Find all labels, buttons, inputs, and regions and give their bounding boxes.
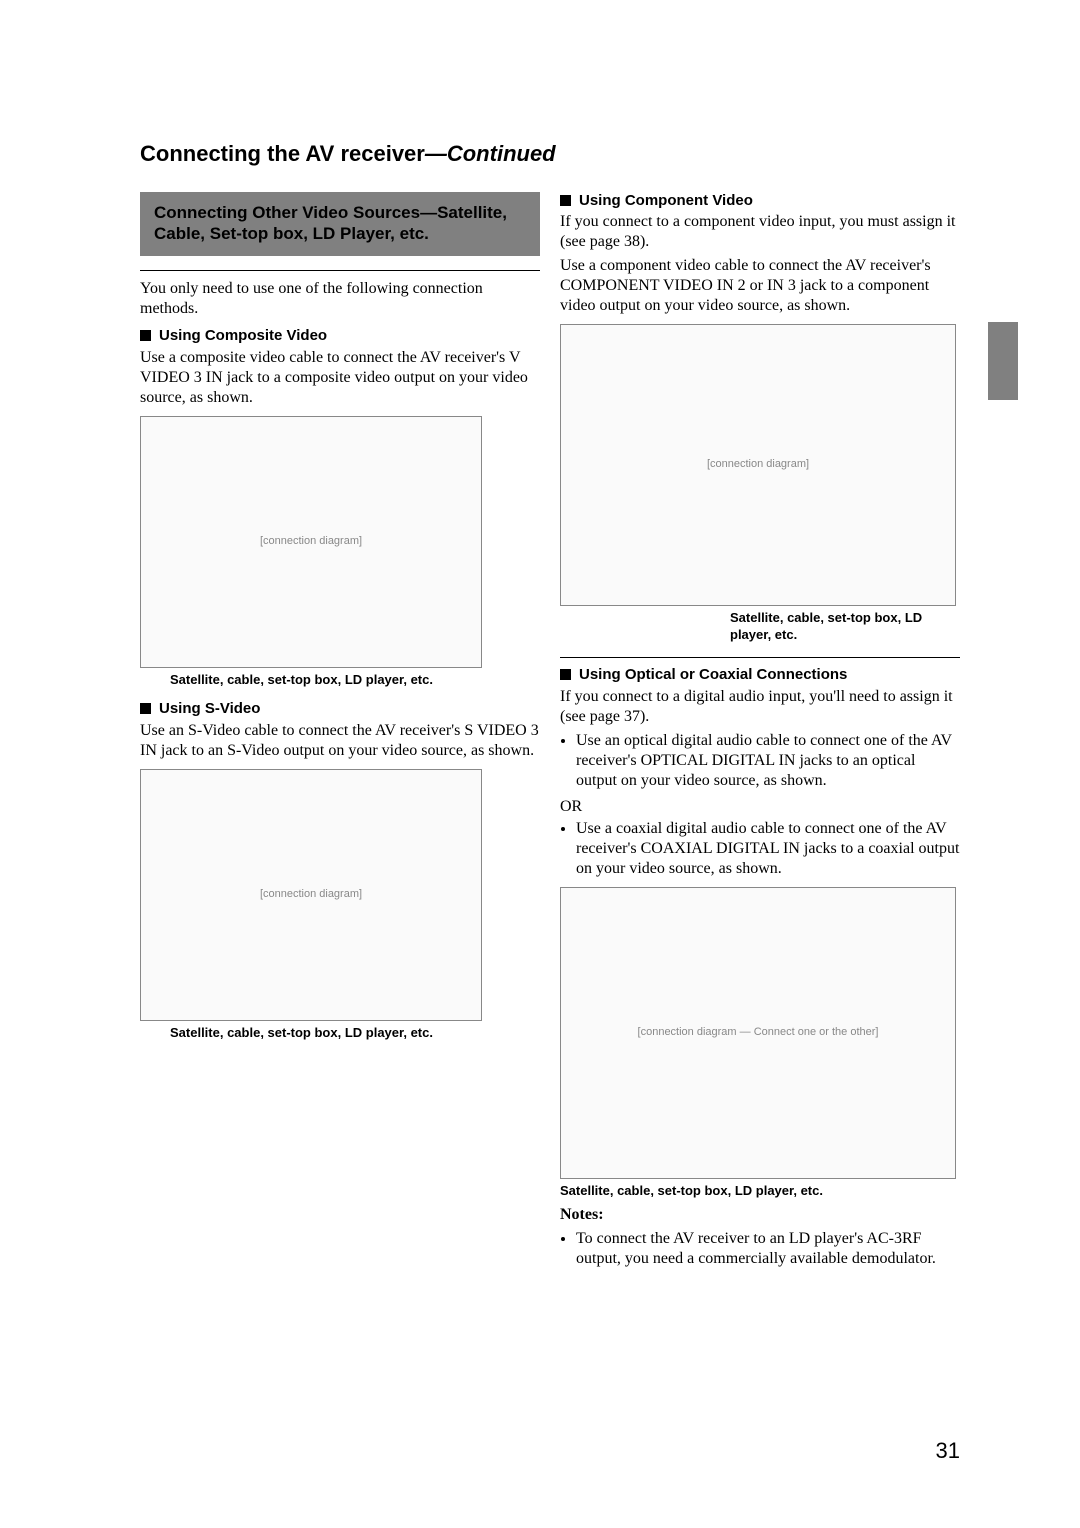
svideo-body: Use an S-Video cable to connect the AV r… bbox=[140, 721, 540, 761]
component-caption: Satellite, cable, set-top box, LD player… bbox=[730, 610, 960, 643]
section-tab bbox=[988, 322, 1018, 400]
left-column: Connecting Other Video Sources—Satellite… bbox=[140, 192, 540, 1275]
digital-or: OR bbox=[560, 797, 960, 817]
section-heading-box: Connecting Other Video Sources—Satellite… bbox=[140, 192, 540, 257]
composite-diagram: [connection diagram] bbox=[140, 416, 482, 668]
composite-caption: Satellite, cable, set-top box, LD player… bbox=[170, 672, 540, 688]
intro-paragraph: You only need to use one of the followin… bbox=[140, 279, 540, 319]
digital-bullets-2: Use a coaxial digital audio cable to con… bbox=[560, 819, 960, 879]
divider bbox=[140, 270, 540, 271]
digital-caption: Satellite, cable, set-top box, LD player… bbox=[560, 1183, 960, 1199]
digital-body-1: If you connect to a digital audio input,… bbox=[560, 687, 960, 727]
subheading-component: Using Component Video bbox=[560, 192, 960, 211]
digital-diagram: [connection diagram — Connect one or the… bbox=[560, 887, 956, 1179]
component-body-2: Use a component video cable to connect t… bbox=[560, 256, 960, 316]
note-item: To connect the AV receiver to an LD play… bbox=[576, 1229, 960, 1269]
two-column-layout: Connecting Other Video Sources—Satellite… bbox=[140, 192, 960, 1275]
svideo-diagram: [connection diagram] bbox=[140, 769, 482, 1021]
manual-page: Connecting the AV receiver—Continued Con… bbox=[0, 0, 1080, 1528]
subheading-composite: Using Composite Video bbox=[140, 327, 540, 346]
page-number: 31 bbox=[936, 1437, 960, 1465]
component-body-1: If you connect to a component video inpu… bbox=[560, 212, 960, 252]
page-title-continued: —Continued bbox=[425, 141, 556, 166]
composite-body: Use a composite video cable to connect t… bbox=[140, 348, 540, 408]
digital-bullets-1: Use an optical digital audio cable to co… bbox=[560, 731, 960, 791]
svideo-caption: Satellite, cable, set-top box, LD player… bbox=[170, 1025, 540, 1041]
subheading-digital: Using Optical or Coaxial Connections bbox=[560, 666, 960, 685]
divider bbox=[560, 657, 960, 658]
notes-heading: Notes: bbox=[560, 1205, 960, 1225]
digital-bullet-optical: Use an optical digital audio cable to co… bbox=[576, 731, 960, 791]
page-title-main: Connecting the AV receiver bbox=[140, 141, 425, 166]
component-diagram: [connection diagram] bbox=[560, 324, 956, 606]
page-title: Connecting the AV receiver—Continued bbox=[140, 140, 960, 168]
digital-bullet-coaxial: Use a coaxial digital audio cable to con… bbox=[576, 819, 960, 879]
right-column: Using Component Video If you connect to … bbox=[560, 192, 960, 1275]
notes-list: To connect the AV receiver to an LD play… bbox=[560, 1229, 960, 1269]
subheading-svideo: Using S-Video bbox=[140, 700, 540, 719]
